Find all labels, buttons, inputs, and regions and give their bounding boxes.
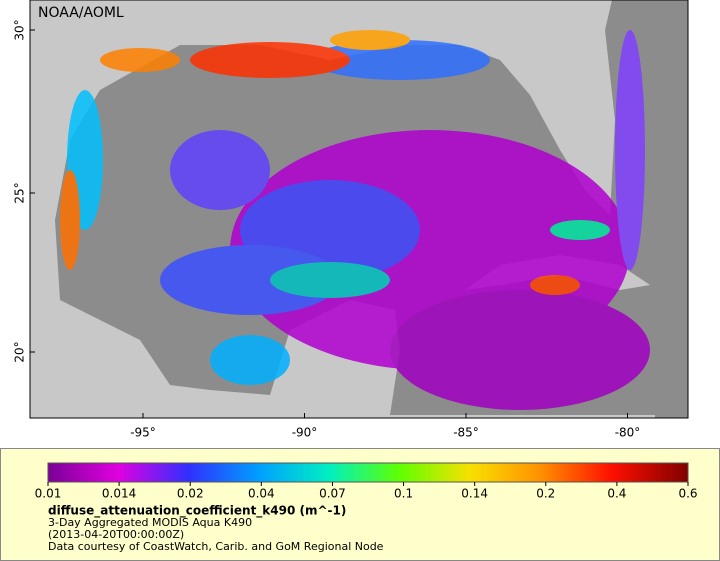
colorbar-label: 0.02 [177, 487, 204, 501]
map-border [29, 0, 689, 419]
lat-axis: 30° 25° 20° [13, 19, 35, 363]
lat-label: 20° [13, 341, 27, 362]
lat-label: 30° [13, 19, 27, 40]
colorbar-label: 0.014 [102, 487, 136, 501]
product: 3-Day Aggregated MODIS Aqua K490 [48, 516, 252, 529]
lon-label: -95° [130, 426, 156, 440]
time: (2013-04-20T00:00:00Z) [48, 528, 184, 541]
ocean [655, 0, 688, 418]
colorbar-label: 0.07 [319, 487, 346, 501]
colorbar-label: 0.14 [461, 487, 488, 501]
credit: NOAA/AOML [38, 5, 124, 21]
colorbar-label: 0.01 [35, 487, 62, 501]
colorbar-label: 0.2 [536, 487, 555, 501]
source: Data courtesy of CoastWatch, Carib. and … [48, 540, 384, 553]
lon-label: -85° [453, 426, 479, 440]
colorbar [47, 462, 689, 483]
k490-field [60, 30, 650, 410]
lat-label: 25° [13, 182, 27, 203]
colorbar-label: 0.04 [248, 487, 275, 501]
map [30, 0, 688, 418]
lon-label: -90° [292, 426, 318, 440]
colorbar-label: 0.1 [394, 487, 413, 501]
lon-axis: -95° -90° -85° -80° [130, 413, 640, 440]
lon-label: -80° [615, 426, 641, 440]
variable: diffuse_attenuation_coefficient_k490 (m^… [48, 504, 346, 519]
colorbar-label: 0.4 [607, 487, 626, 501]
colorbar-ticks: 0.01 0.014 0.02 0.04 0.07 0.1 0.14 0.2 0.4 0.6 [35, 482, 698, 501]
colorbar-label: 0.6 [678, 487, 697, 501]
